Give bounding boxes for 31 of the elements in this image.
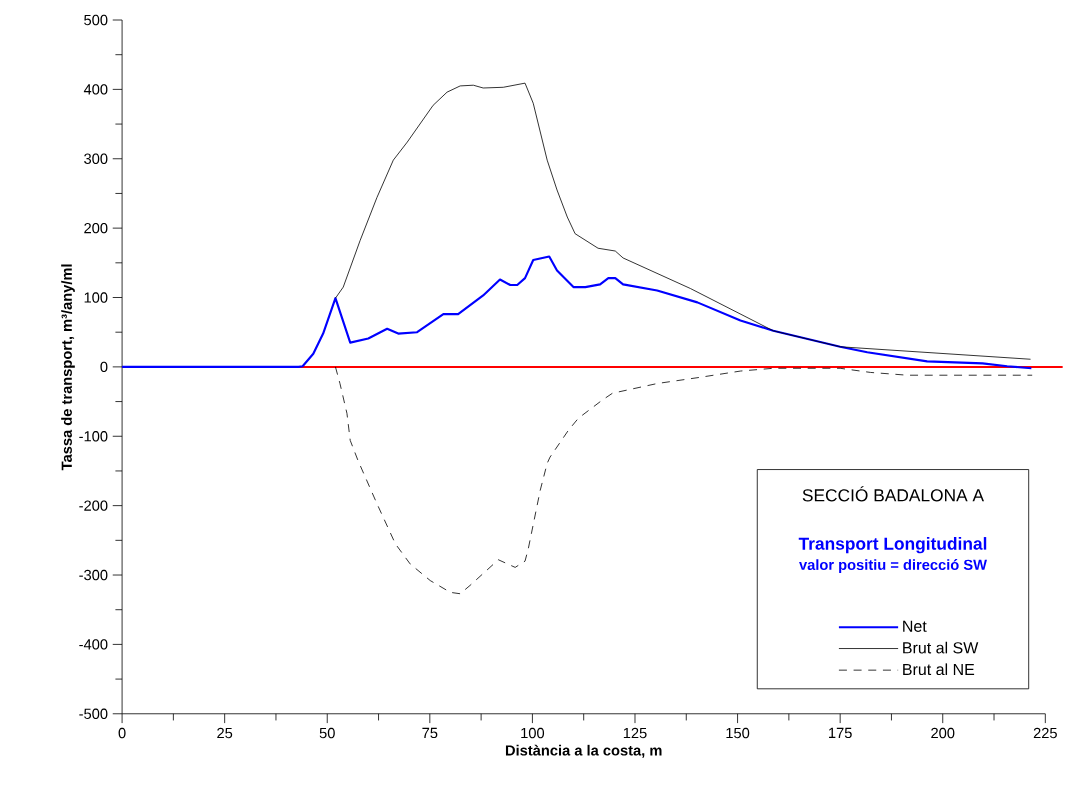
x-tick-label: 75: [422, 727, 438, 739]
y-tick-label: -500: [79, 708, 108, 720]
y-tick-label: -100: [79, 431, 108, 442]
x-tick-label: 50: [319, 727, 335, 739]
y-tick-label: -400: [79, 639, 108, 650]
y-axis-title: Tassa de transport, m³/any/ml: [61, 264, 75, 471]
y-tick-label: 500: [84, 14, 108, 26]
text: Transport Longitudinal: [798, 537, 987, 554]
x-tick-label: 225: [1033, 727, 1057, 739]
x-tick-label: 0: [118, 727, 126, 739]
x-tick-label: 25: [217, 727, 233, 739]
x-tick-label: 100: [521, 727, 545, 739]
y-tick-label: -200: [79, 500, 108, 511]
x-tick-label: 150: [726, 727, 750, 739]
x-tick-label: 125: [623, 727, 647, 739]
legend-label: Brut al NE: [903, 663, 975, 676]
legend-label: Brut al SW: [903, 641, 979, 654]
x-tick-label: 200: [931, 727, 955, 739]
y-tick-label: 0: [100, 361, 108, 373]
line-series: [121, 255, 1033, 370]
x-axis-title: Distància a la costa, m: [505, 744, 662, 758]
legend-label: Net: [903, 620, 927, 632]
annotation: valor positiu = direcció SW: [799, 559, 987, 573]
y-tick-label: 100: [84, 292, 108, 303]
y-tick-label: -300: [79, 569, 108, 581]
line-series: [335, 82, 1031, 360]
y-tick-label: 300: [84, 153, 108, 165]
y-tick-label: 200: [84, 223, 108, 234]
x-tick-label: 175: [829, 727, 852, 739]
text: SECCIÓ BADALONA A: [802, 486, 985, 502]
y-tick-label: 400: [83, 84, 108, 95]
